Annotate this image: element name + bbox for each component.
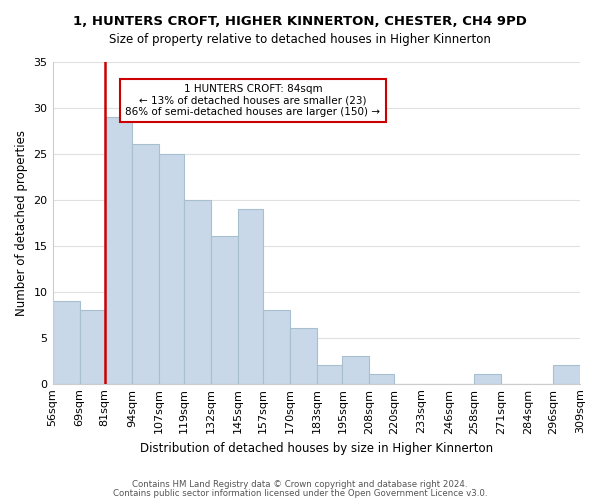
Bar — [238, 209, 263, 384]
Bar — [370, 374, 394, 384]
Y-axis label: Number of detached properties: Number of detached properties — [15, 130, 28, 316]
Text: 1 HUNTERS CROFT: 84sqm
← 13% of detached houses are smaller (23)
86% of semi-det: 1 HUNTERS CROFT: 84sqm ← 13% of detached… — [125, 84, 380, 117]
Text: 1, HUNTERS CROFT, HIGHER KINNERTON, CHESTER, CH4 9PD: 1, HUNTERS CROFT, HIGHER KINNERTON, CHES… — [73, 15, 527, 28]
Bar — [343, 356, 370, 384]
Bar — [104, 116, 132, 384]
Bar — [53, 301, 80, 384]
Bar — [159, 154, 184, 384]
Text: Contains public sector information licensed under the Open Government Licence v3: Contains public sector information licen… — [113, 488, 487, 498]
Text: Contains HM Land Registry data © Crown copyright and database right 2024.: Contains HM Land Registry data © Crown c… — [132, 480, 468, 489]
Bar — [290, 328, 317, 384]
Bar — [211, 236, 238, 384]
Bar — [263, 310, 290, 384]
Text: Size of property relative to detached houses in Higher Kinnerton: Size of property relative to detached ho… — [109, 32, 491, 46]
Bar — [80, 310, 104, 384]
X-axis label: Distribution of detached houses by size in Higher Kinnerton: Distribution of detached houses by size … — [140, 442, 493, 455]
Bar — [184, 200, 211, 384]
Bar — [317, 366, 343, 384]
Bar — [473, 374, 501, 384]
Bar — [553, 366, 580, 384]
Bar — [132, 144, 159, 384]
